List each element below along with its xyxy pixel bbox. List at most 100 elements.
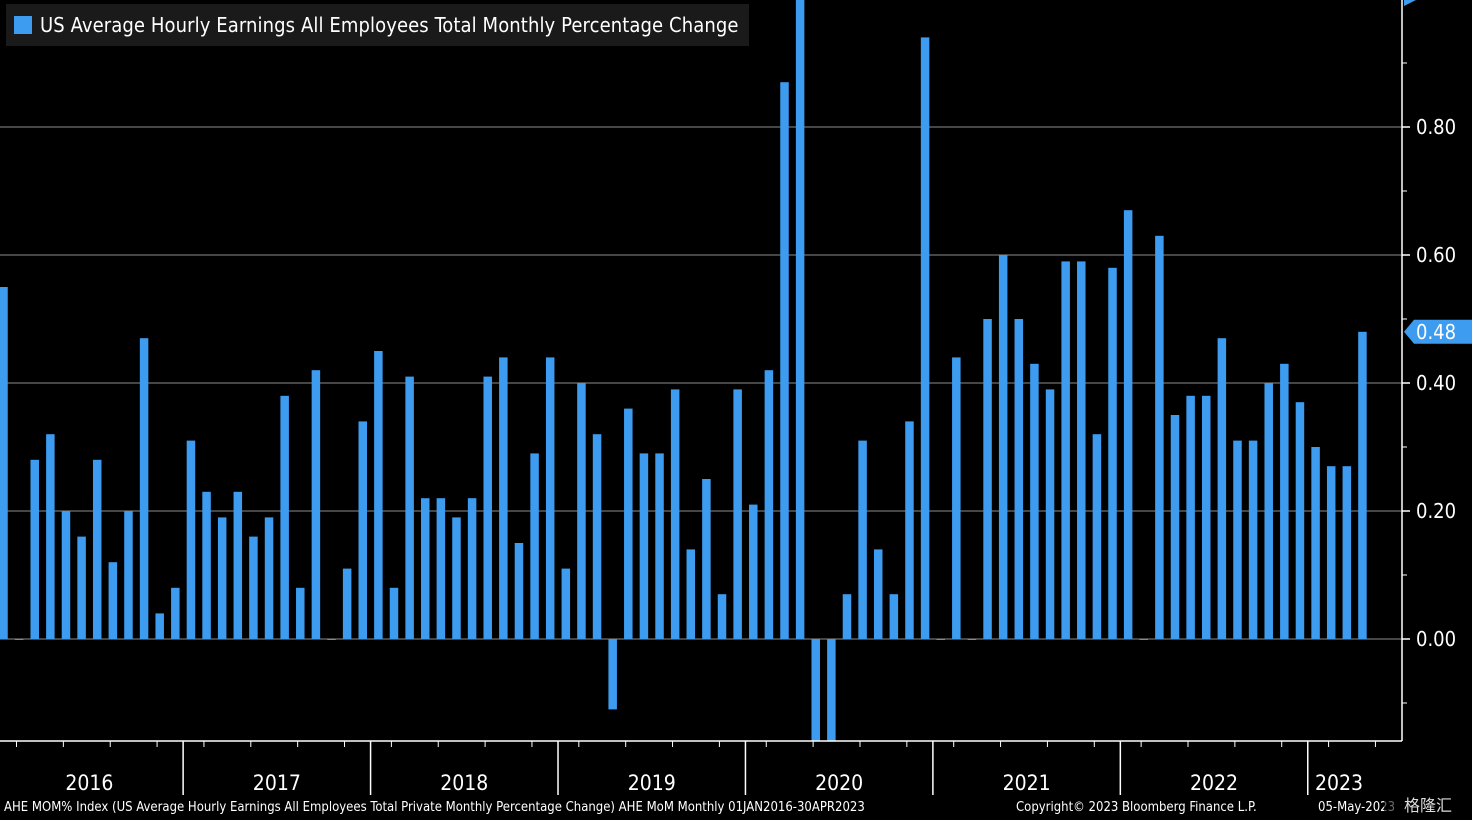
x-year-label: 2022 [1190, 771, 1238, 795]
last-value-label: 0.48 [1416, 320, 1456, 344]
bar [592, 434, 602, 639]
bar [1108, 267, 1117, 639]
x-year-label: 2017 [253, 771, 301, 795]
bar [702, 479, 711, 639]
bar [124, 511, 133, 639]
footer-copyright: Copyright© 2023 Bloomberg Finance L.P. [1016, 800, 1257, 815]
bar [1061, 261, 1070, 639]
bar [1342, 466, 1352, 639]
footer-date: 05-May-2023 [1318, 800, 1396, 815]
bar [311, 370, 321, 639]
bar [1092, 434, 1102, 639]
bar [670, 389, 680, 639]
x-year-label: 2019 [628, 771, 676, 795]
y-tick-label: 0.20 [1416, 499, 1456, 523]
y-tick-label: 0.80 [1416, 115, 1456, 139]
bar [499, 357, 508, 639]
bar [717, 594, 727, 639]
top-arrow-marker [1404, 0, 1416, 6]
y-tick-label: 0.40 [1416, 371, 1456, 395]
bar [108, 562, 118, 639]
bar [467, 498, 477, 639]
bar [577, 383, 586, 639]
legend: US Average Hourly Earnings All Employees… [6, 4, 749, 46]
bar [405, 376, 414, 639]
bar [733, 389, 742, 639]
bar [545, 357, 555, 639]
bar [483, 376, 492, 639]
x-year-label: 2023 [1315, 771, 1363, 795]
bar [420, 498, 430, 639]
bar [389, 587, 399, 639]
bar [0, 287, 8, 639]
bar [217, 517, 227, 639]
bar [749, 504, 758, 639]
bar [998, 255, 1008, 639]
bar [780, 82, 789, 639]
y-tick-label: 0.00 [1416, 627, 1456, 651]
bar [186, 440, 196, 639]
bar [264, 517, 274, 639]
bar [1295, 402, 1305, 639]
bar [342, 568, 352, 639]
bar [1326, 466, 1336, 639]
bar [1217, 338, 1227, 639]
bar [936, 639, 945, 640]
bar [967, 639, 977, 640]
bar [61, 511, 71, 639]
bar [1264, 383, 1273, 639]
bar [639, 453, 649, 639]
bar [905, 421, 914, 639]
bar [202, 491, 211, 639]
bar [1248, 440, 1258, 639]
bar [873, 549, 883, 639]
bar [827, 639, 836, 741]
bar [608, 639, 617, 710]
bar [858, 440, 867, 639]
bar [155, 613, 164, 639]
bar [280, 395, 289, 639]
bar [233, 491, 243, 639]
bar [30, 459, 39, 639]
y-tick-label: 0.60 [1416, 243, 1456, 267]
bar [655, 453, 664, 639]
bar [1311, 447, 1320, 639]
bar [624, 408, 633, 639]
bar [77, 536, 86, 639]
y-axis: 0.00 0.20 0.40 0.60 0.80 0.48 [1401, 0, 1472, 741]
x-axis: 2016 2017 2018 2019 2020 2021 2022 2023 [0, 740, 1402, 795]
bar [46, 434, 55, 639]
bar [889, 594, 899, 639]
bar [14, 639, 24, 640]
last-value-marker [1404, 319, 1472, 344]
x-year-label: 2021 [1003, 771, 1051, 795]
bar [686, 549, 696, 639]
bar [1186, 395, 1195, 639]
bar [530, 453, 539, 639]
bar [920, 37, 930, 639]
x-year-label: 2018 [440, 771, 488, 795]
bar [1201, 395, 1211, 639]
bar [764, 370, 774, 639]
bar [139, 338, 149, 639]
bar [249, 536, 258, 639]
bar [1045, 389, 1055, 639]
bar [1170, 415, 1180, 639]
bar [795, 0, 805, 639]
bar [92, 459, 102, 639]
bar [296, 587, 305, 639]
bar [452, 517, 461, 639]
x-year-label: 2020 [815, 771, 863, 795]
bar [1014, 319, 1024, 639]
bar [983, 319, 992, 639]
bar [327, 639, 336, 640]
bars [0, 0, 1367, 741]
bar [171, 587, 180, 639]
bar [514, 543, 524, 639]
bar [358, 421, 368, 639]
watermark-logo: 格隆汇 [1384, 789, 1472, 819]
legend-label: US Average Hourly Earnings All Employees… [40, 13, 739, 37]
bar [1280, 363, 1289, 639]
bar [842, 594, 852, 639]
